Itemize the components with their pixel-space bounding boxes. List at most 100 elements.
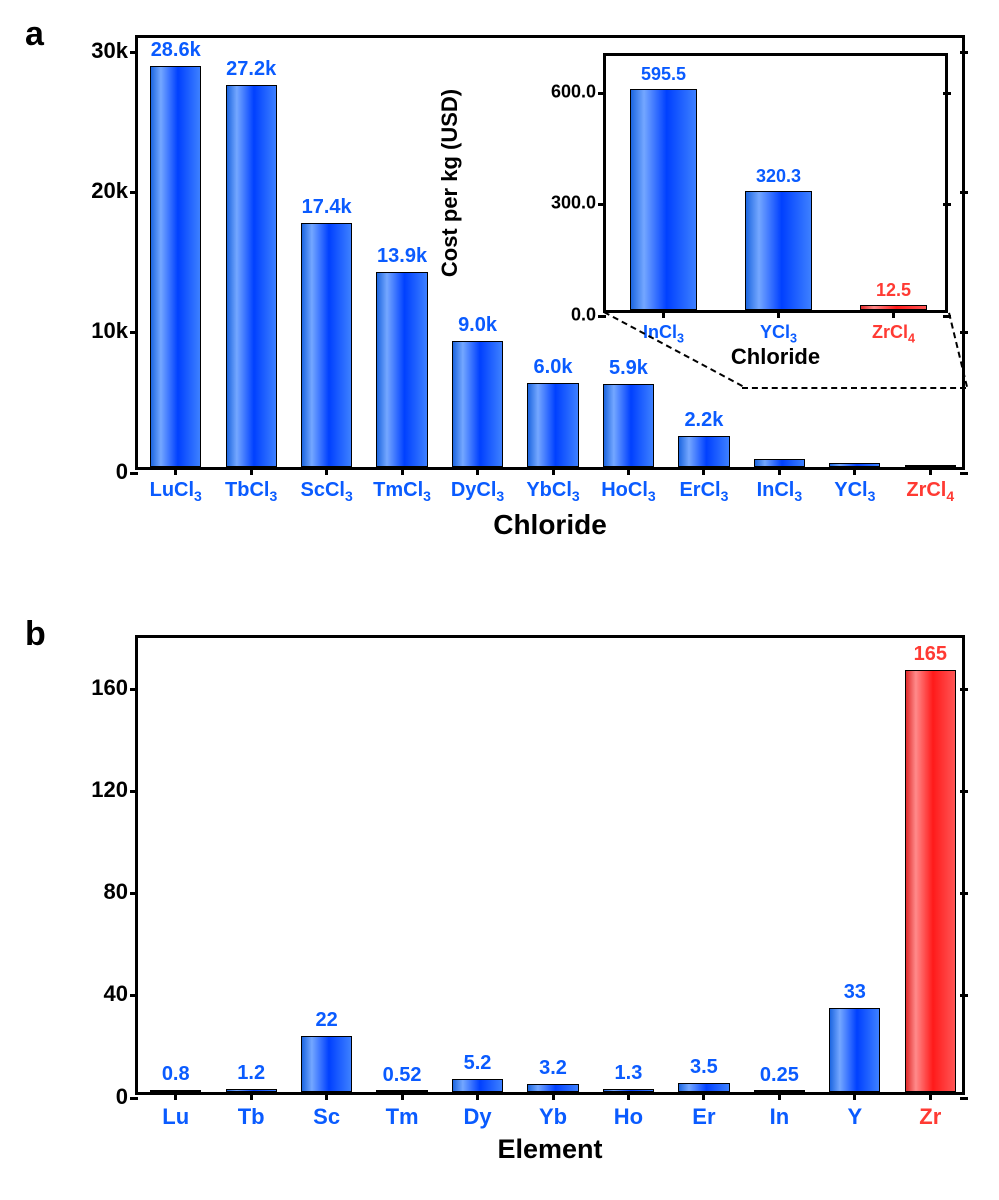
bar-value-label: 12.5: [876, 280, 911, 301]
x-tick-label: InCl3: [643, 310, 684, 346]
y-tick-mark-right: [960, 472, 968, 475]
x-tick-label: Tm: [386, 1092, 419, 1130]
y-tick-mark-right: [960, 994, 968, 997]
bar-DyCl3: [452, 341, 503, 467]
bar-value-label: 13.9k: [377, 245, 427, 268]
y-tick-mark: [598, 92, 606, 95]
bar-value-label: 33: [844, 981, 866, 1004]
y-tick-mark-right: [960, 1097, 968, 1100]
x-tick-label: Zr: [919, 1092, 941, 1130]
y-tick-mark: [130, 191, 138, 194]
bar-value-label: 1.2: [237, 1062, 265, 1085]
inset-connector-top: [742, 387, 966, 389]
y-tick-mark: [130, 994, 138, 997]
bar-LuCl3: [150, 66, 201, 467]
y-tick-mark-right: [960, 892, 968, 895]
panel-a-inset: Cost per kg (USD)Chloride0.0300.0600.059…: [603, 53, 948, 313]
bar-YbCl3: [527, 383, 578, 467]
x-axis-title: Chloride: [493, 509, 607, 541]
y-tick-mark: [130, 790, 138, 793]
y-tick-mark-right: [960, 688, 968, 691]
panel-a-label: a: [25, 15, 44, 54]
bar-value-label: 28.6k: [151, 39, 201, 62]
y-tick-mark: [130, 472, 138, 475]
bar-Y: [829, 1008, 880, 1092]
x-tick-label: Tb: [238, 1092, 265, 1130]
bar-value-label: 6.0k: [534, 356, 573, 379]
x-tick-label: TbCl3: [225, 467, 277, 504]
y-tick-mark: [598, 315, 606, 318]
x-tick-label: InCl3: [757, 467, 803, 504]
x-tick-label: ErCl3: [679, 467, 728, 504]
panel-b: b Abundance in Earth's crust (ppm)Elemen…: [20, 620, 979, 1180]
figure-root: a Cost per kg (USD)Chloride010k20k30k28.…: [20, 20, 979, 1180]
bar-value-label: 22: [316, 1009, 338, 1032]
bar-Er: [678, 1083, 729, 1092]
bar-Dy: [452, 1079, 503, 1092]
bar-TbCl3: [226, 85, 277, 467]
y-tick-mark: [598, 203, 606, 206]
x-tick-label: Sc: [313, 1092, 340, 1130]
x-tick-label: LuCl3: [150, 467, 202, 504]
bar-value-label: 5.9k: [609, 357, 648, 380]
x-axis-title: Chloride: [731, 344, 820, 370]
bar-value-label: 320.3: [756, 166, 801, 187]
bar-value-label: 0.52: [383, 1064, 422, 1087]
x-tick-label: Dy: [463, 1092, 491, 1130]
y-tick-mark: [130, 51, 138, 54]
y-tick-mark-right: [960, 790, 968, 793]
inset-connector-right: [948, 313, 968, 388]
bar-value-label: 165: [914, 643, 947, 666]
panel-b-frame: Abundance in Earth's crust (ppm)Element0…: [135, 635, 965, 1095]
x-tick-label: Yb: [539, 1092, 567, 1130]
bar-InCl3: [754, 459, 805, 467]
bar-value-label: 27.2k: [226, 58, 276, 81]
bar-value-label: 1.3: [615, 1062, 643, 1085]
bar-value-label: 5.2: [464, 1052, 492, 1075]
bar-value-label: 3.2: [539, 1057, 567, 1080]
y-axis-title: Cost per kg (USD): [437, 89, 463, 277]
x-tick-label: YbCl3: [526, 467, 579, 504]
x-tick-label: In: [770, 1092, 790, 1130]
y-tick-mark: [130, 1097, 138, 1100]
y-tick-mark-right: [943, 203, 951, 206]
bar-TmCl3: [376, 272, 427, 467]
x-tick-label: ScCl3: [300, 467, 352, 504]
x-axis-title: Element: [497, 1134, 602, 1165]
bar-InCl3: [630, 89, 697, 310]
x-tick-label: ZrCl4: [906, 467, 954, 504]
bar-Zr: [905, 670, 956, 1092]
bar-value-label: 3.5: [690, 1056, 718, 1079]
y-tick-mark: [130, 688, 138, 691]
x-tick-label: HoCl3: [601, 467, 655, 504]
x-tick-label: YCl3: [760, 310, 797, 346]
x-tick-label: YCl3: [834, 467, 875, 504]
panel-b-label: b: [25, 615, 46, 654]
y-tick-mark: [130, 331, 138, 334]
x-tick-label: DyCl3: [451, 467, 504, 504]
x-tick-label: TmCl3: [373, 467, 431, 504]
x-tick-label: ZrCl4: [872, 310, 915, 346]
bar-HoCl3: [603, 384, 654, 467]
bar-value-label: 2.2k: [684, 409, 723, 432]
x-tick-label: Er: [692, 1092, 715, 1130]
x-tick-label: Lu: [162, 1092, 189, 1130]
bar-YCl3: [745, 191, 812, 310]
y-tick-mark-right: [960, 331, 968, 334]
x-tick-label: Ho: [614, 1092, 643, 1130]
y-tick-mark-right: [943, 92, 951, 95]
bar-ErCl3: [678, 436, 729, 467]
y-tick-mark-right: [960, 191, 968, 194]
bar-value-label: 17.4k: [302, 196, 352, 219]
bar-value-label: 0.8: [162, 1063, 190, 1086]
x-tick-label: Y: [847, 1092, 862, 1130]
bar-value-label: 595.5: [641, 64, 686, 85]
bar-ScCl3: [301, 223, 352, 467]
panel-a: a Cost per kg (USD)Chloride010k20k30k28.…: [20, 20, 979, 590]
bar-Sc: [301, 1036, 352, 1092]
panel-a-frame: Cost per kg (USD)Chloride010k20k30k28.6k…: [135, 35, 965, 470]
bar-Yb: [527, 1084, 578, 1092]
bar-value-label: 9.0k: [458, 314, 497, 337]
bar-value-label: 0.25: [760, 1064, 799, 1087]
y-tick-mark: [130, 892, 138, 895]
